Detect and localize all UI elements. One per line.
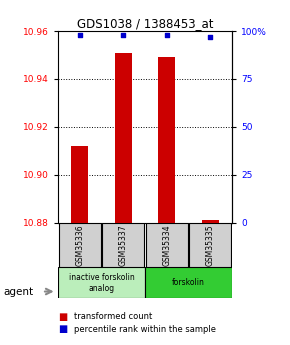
Text: agent: agent [3, 287, 33, 296]
Point [121, 32, 126, 38]
Text: GSM35335: GSM35335 [206, 224, 215, 266]
Point [164, 32, 169, 38]
Bar [145, 267, 232, 298]
Bar [158, 57, 175, 223]
Bar [202, 220, 219, 223]
Bar [115, 52, 132, 223]
Text: forskolin: forskolin [172, 278, 205, 287]
Text: GSM35336: GSM35336 [75, 224, 84, 266]
Bar [58, 267, 145, 298]
Text: percentile rank within the sample: percentile rank within the sample [74, 325, 216, 334]
Title: GDS1038 / 1388453_at: GDS1038 / 1388453_at [77, 17, 213, 30]
Text: GSM35334: GSM35334 [162, 224, 171, 266]
Bar [71, 146, 88, 223]
Text: ■: ■ [58, 312, 67, 322]
Point [208, 34, 213, 40]
Text: ■: ■ [58, 325, 67, 334]
Point [77, 32, 82, 38]
Bar [102, 223, 144, 267]
Bar [146, 223, 188, 267]
Bar [59, 223, 101, 267]
Text: transformed count: transformed count [74, 312, 152, 321]
Bar [189, 223, 231, 267]
Text: inactive forskolin
analog: inactive forskolin analog [69, 273, 134, 293]
Text: GSM35337: GSM35337 [119, 224, 128, 266]
